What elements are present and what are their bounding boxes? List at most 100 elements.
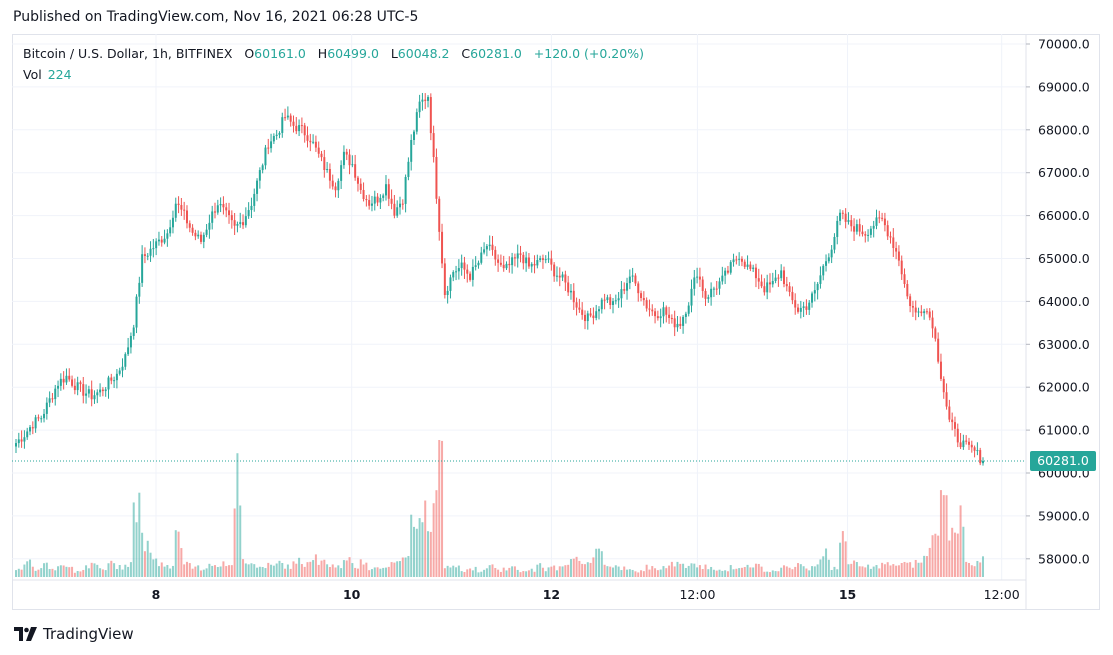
volume-bar xyxy=(774,571,777,577)
volume-bar xyxy=(138,492,141,577)
volume-bar xyxy=(794,566,797,577)
candle-body xyxy=(205,229,208,235)
volume-bar xyxy=(867,564,870,577)
brand-name: TradingView xyxy=(43,625,134,643)
volume-bar xyxy=(320,560,323,577)
volume-bar xyxy=(777,571,780,577)
volume-bar xyxy=(99,568,102,577)
volume-legend: Vol 224 xyxy=(23,67,72,82)
volume-bar xyxy=(65,566,68,577)
candle-body xyxy=(766,282,769,293)
candle-body xyxy=(185,210,188,224)
candle-body xyxy=(146,255,149,257)
candle-body xyxy=(174,203,177,218)
candle-body xyxy=(300,125,303,127)
volume-bar xyxy=(354,567,357,577)
candle-body xyxy=(415,112,418,132)
candle-body xyxy=(149,248,152,256)
candle-body xyxy=(631,275,634,277)
candle-body xyxy=(382,195,385,198)
candle-body xyxy=(398,203,401,208)
candle-body xyxy=(76,382,79,391)
volume-bar xyxy=(471,570,474,577)
volume-bar xyxy=(687,565,690,577)
volume-bar xyxy=(281,563,284,577)
candle-body xyxy=(665,307,668,315)
candle-body xyxy=(696,276,699,278)
candle-body xyxy=(390,198,393,204)
volume-bar xyxy=(555,570,558,577)
volume-bar xyxy=(491,564,494,577)
candle-body xyxy=(110,377,113,381)
candle-body xyxy=(519,253,522,255)
volume-bar xyxy=(589,562,592,577)
volume-bar xyxy=(634,571,637,577)
volume-bar xyxy=(642,571,645,577)
candle-body xyxy=(847,220,850,222)
volume-bar xyxy=(171,565,174,577)
open-label: O xyxy=(244,46,255,61)
candle-body xyxy=(564,274,567,283)
volume-bar xyxy=(942,495,945,577)
volume-bar xyxy=(272,565,275,577)
candle-body xyxy=(82,384,85,396)
volume-bar xyxy=(250,563,253,577)
chart-frame[interactable] xyxy=(12,34,1100,610)
volume-bar xyxy=(928,547,931,577)
candle-body xyxy=(732,259,735,263)
candle-body xyxy=(844,213,847,222)
candle-body xyxy=(407,161,410,177)
candle-body xyxy=(118,370,121,374)
candle-body xyxy=(928,311,931,318)
volume-bar xyxy=(230,565,233,577)
candle-body xyxy=(819,275,822,284)
volume-bar xyxy=(104,570,107,577)
volume-bar xyxy=(40,568,43,577)
volume-bar xyxy=(816,564,819,577)
candle-body xyxy=(199,234,202,242)
volume-bar xyxy=(174,530,177,577)
candle-body xyxy=(965,440,968,442)
volume-bar xyxy=(527,570,530,577)
volume-bar xyxy=(668,565,671,577)
volume-bar xyxy=(906,562,909,577)
volume-bar xyxy=(791,569,794,577)
volume-bar xyxy=(328,567,331,577)
grid-lines xyxy=(12,34,1026,580)
candle-body xyxy=(317,147,320,154)
volume-bar xyxy=(502,567,505,577)
tradingview-brand[interactable]: TradingView xyxy=(14,625,134,643)
candle-body xyxy=(216,205,219,213)
ohlc-legend: Bitcoin / U.S. Dollar, 1h, BITFINEX O601… xyxy=(23,46,644,61)
candle-body xyxy=(449,277,452,291)
high-label: H xyxy=(317,46,328,61)
volume-bars xyxy=(15,440,984,577)
candle-body xyxy=(864,234,867,236)
volume-bar xyxy=(797,563,800,577)
volume-bar xyxy=(662,566,665,577)
price-tick-label: 69000.0 xyxy=(1038,79,1090,94)
candle-body xyxy=(477,262,480,266)
candle-body xyxy=(194,232,197,237)
candle-body xyxy=(225,207,228,211)
candle-body xyxy=(253,193,256,206)
volume-bar xyxy=(760,566,763,577)
volume-bar xyxy=(429,531,432,577)
candle-body xyxy=(242,222,245,226)
candle-body xyxy=(413,131,416,141)
volume-bar xyxy=(382,567,385,577)
volume-bar xyxy=(645,564,648,577)
candle-body xyxy=(777,277,780,279)
volume-bar xyxy=(23,564,26,577)
volume-bar xyxy=(561,566,564,577)
volume-bar xyxy=(96,564,99,577)
candle-body xyxy=(550,258,553,265)
volume-bar xyxy=(199,570,202,577)
volume-bar xyxy=(110,560,113,577)
candle-body xyxy=(931,317,934,329)
volume-bar xyxy=(115,569,118,577)
volume-bar xyxy=(214,565,217,577)
volume-bar xyxy=(180,548,183,577)
volume-bar xyxy=(976,560,979,577)
